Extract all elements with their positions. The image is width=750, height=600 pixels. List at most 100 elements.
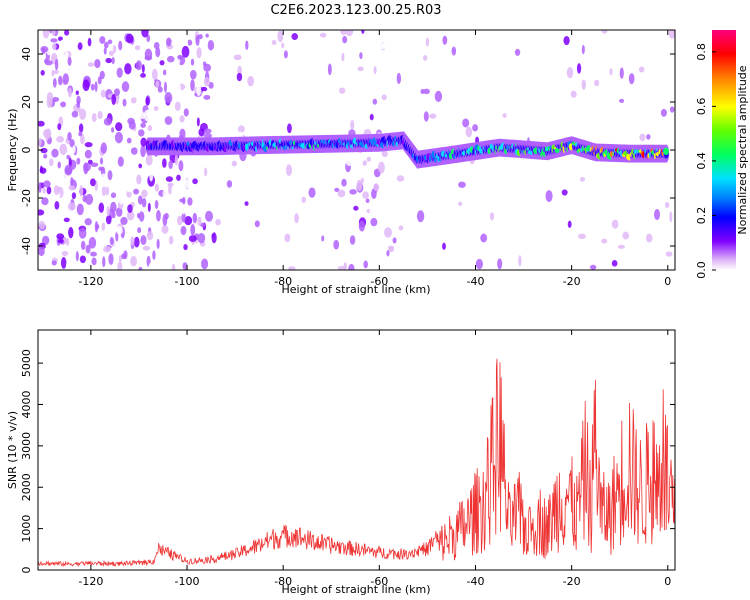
heatmap-cell	[203, 63, 212, 72]
heatmap-cell	[121, 81, 130, 92]
heatmap-cell	[103, 117, 112, 126]
heatmap-cell	[189, 48, 196, 59]
heatmap-cell	[385, 222, 392, 229]
heatmap-cell	[157, 86, 163, 93]
colorbar-tick-label: 0.8	[695, 43, 708, 61]
heatmap-cell	[40, 70, 45, 76]
snr-x-label: Height of straight line (km)	[281, 583, 430, 596]
heatmap-cell	[135, 86, 143, 98]
heatmap-cell	[143, 109, 152, 122]
heatmap-cell	[309, 207, 316, 212]
heatmap-cell	[190, 79, 195, 92]
y-tick-label: 4000	[20, 390, 33, 418]
heatmap-cell	[277, 30, 284, 43]
heatmap-cell	[124, 63, 132, 75]
heatmap-cell	[106, 206, 110, 217]
heatmap-cell	[350, 119, 355, 130]
heatmap-cell	[67, 131, 72, 141]
heatmap-cell	[43, 153, 48, 159]
heatmap-cell	[420, 31, 427, 37]
heatmap-cell	[50, 38, 58, 43]
x-tick-label: -100	[175, 575, 200, 588]
heatmap-cell	[183, 108, 189, 117]
heatmap-cell	[359, 52, 363, 60]
heatmap-cell	[126, 137, 132, 144]
heatmap-cell	[113, 88, 121, 96]
heatmap-cell	[159, 163, 163, 172]
heatmap-cell	[669, 106, 675, 113]
heatmap-cell	[387, 167, 393, 178]
heatmap-cell	[51, 30, 56, 36]
x-tick-label: -120	[78, 575, 103, 588]
heatmap-cell	[308, 187, 316, 198]
heatmap-cell	[84, 149, 92, 159]
heatmap-cell	[442, 35, 448, 45]
heatmap-cell	[665, 251, 673, 257]
heatmap-cell	[286, 123, 292, 134]
heatmap-cell	[53, 69, 59, 75]
heatmap-cell	[345, 154, 353, 167]
heatmap-cell	[197, 216, 202, 226]
heatmap-cell	[372, 246, 378, 258]
heatmap-cell	[162, 158, 167, 168]
heatmap-cell	[345, 30, 354, 37]
heatmap-cell	[137, 227, 142, 234]
heatmap-cell	[472, 124, 479, 132]
heatmap-cell	[46, 186, 52, 195]
heatmap-cell	[140, 73, 146, 78]
heatmap-cell	[211, 232, 217, 244]
heatmap-cell	[42, 129, 51, 138]
heatmap-cell	[159, 60, 165, 66]
snr-y-label: SNR (10 * v/v)	[6, 411, 19, 489]
heatmap-cell	[353, 205, 359, 211]
heatmap-cell	[51, 148, 59, 158]
heatmap-cell	[200, 86, 208, 92]
heatmap-cell	[60, 101, 67, 108]
heatmap-cell	[90, 251, 97, 257]
heatmap-cell	[87, 159, 93, 165]
heatmap-cell	[425, 37, 430, 47]
spectrogram-panel: -120 -100 -80 -60 -40 -20 0 -40 -20 0 20 40 Height…	[6, 29, 676, 296]
heatmap-cell	[110, 201, 117, 213]
heatmap-cell	[42, 30, 50, 39]
heatmap-cell	[181, 211, 186, 223]
x-tick-label: 0	[664, 275, 671, 288]
heatmap-cell	[137, 195, 143, 205]
heatmap-cell	[234, 167, 242, 178]
x-tick-label: -100	[175, 275, 200, 288]
heatmap-cell	[107, 39, 113, 45]
heatmap-cell	[128, 120, 136, 130]
heatmap-cell	[179, 115, 185, 123]
heatmap-cell	[663, 147, 669, 156]
heatmap-cell	[236, 72, 243, 82]
heatmap-cell	[268, 109, 275, 117]
heatmap-cell	[140, 122, 146, 128]
heatmap-cell	[130, 97, 137, 104]
heatmap-cell	[244, 201, 249, 206]
heatmap-cell	[102, 256, 106, 268]
heatmap-cell	[377, 161, 385, 174]
heatmap-cell	[193, 242, 199, 254]
heatmap-cell	[180, 225, 187, 236]
heatmap-cell	[294, 213, 299, 224]
heatmap-cell	[76, 203, 84, 216]
heatmap-cell	[38, 182, 42, 194]
heatmap-cell	[581, 79, 587, 90]
heatmap-cell	[51, 43, 57, 51]
heatmap-cell	[63, 217, 70, 223]
heatmap-cell	[41, 235, 50, 245]
heatmap-cell	[59, 143, 68, 156]
heatmap-cell	[155, 251, 159, 261]
heatmap-cell	[146, 34, 151, 43]
heatmap-cell	[205, 210, 213, 222]
colorbar-tick-label: 0.0	[695, 261, 708, 279]
heatmap-cell	[165, 176, 174, 182]
x-tick-label: -60	[370, 275, 388, 288]
heatmap-cell	[515, 102, 523, 112]
heatmap-cell	[56, 233, 65, 240]
heatmap-cell	[214, 86, 220, 92]
heatmap-cell	[369, 113, 374, 121]
heatmap-cell	[654, 100, 662, 112]
x-tick-label: -80	[274, 275, 292, 288]
